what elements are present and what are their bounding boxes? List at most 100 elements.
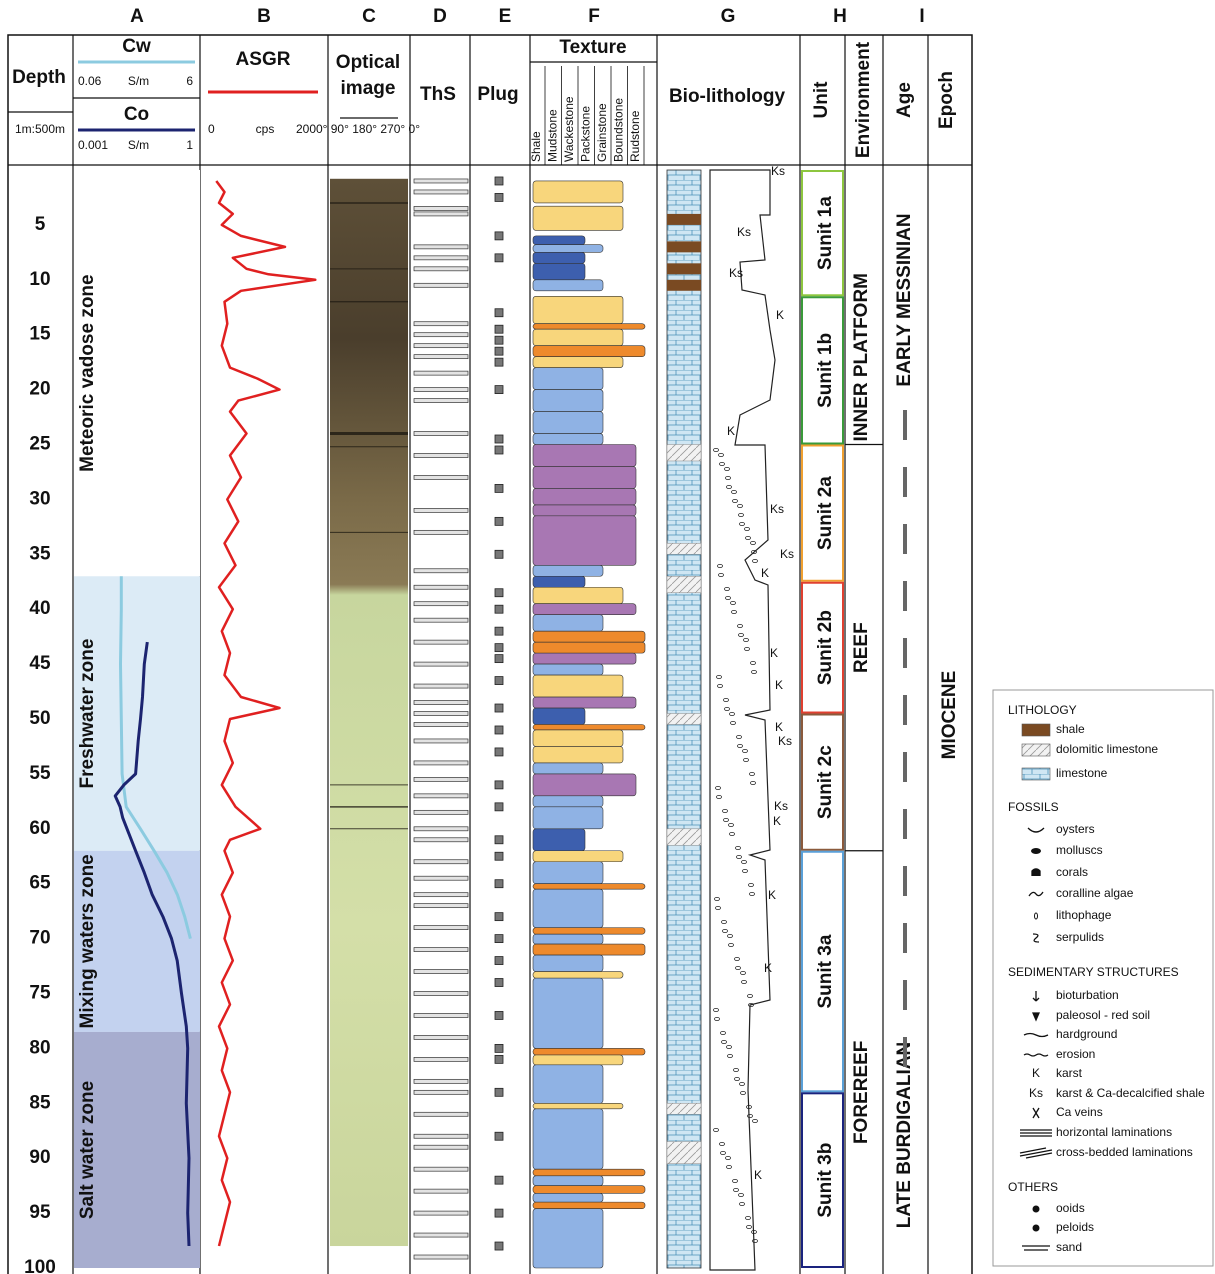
fossil-symbol xyxy=(732,498,738,503)
ths-sample xyxy=(413,529,469,535)
legend-symbol xyxy=(1032,1107,1040,1119)
label: H xyxy=(833,6,847,27)
ths-sample xyxy=(413,875,469,881)
ths-sample xyxy=(413,809,469,815)
ths-sample xyxy=(413,387,469,392)
plug-sample xyxy=(494,1131,504,1141)
fossil-symbol xyxy=(714,1017,720,1022)
zone xyxy=(74,1031,200,1268)
fossil-symbol xyxy=(731,489,737,494)
texture-bed xyxy=(532,933,604,945)
texture-bed xyxy=(532,729,624,747)
label: 6 xyxy=(186,74,193,88)
fossil-symbol xyxy=(751,550,757,555)
symbol-shape xyxy=(1031,848,1041,854)
fossil-symbol xyxy=(743,638,749,643)
fossil-symbol xyxy=(735,846,741,851)
label: 45 xyxy=(29,653,51,674)
curve-cw xyxy=(119,576,192,939)
symbol-shape xyxy=(1023,1053,1049,1057)
fossil-symbol xyxy=(724,707,730,712)
label: 10 xyxy=(29,269,50,290)
label: Mudstone xyxy=(546,109,560,162)
texture-bed xyxy=(532,180,624,204)
plug-sample xyxy=(494,335,504,345)
dolomite-bed xyxy=(666,1103,702,1115)
label: 55 xyxy=(29,763,51,784)
plug-sample xyxy=(494,308,504,318)
plug-sample xyxy=(494,231,504,241)
label: 200 xyxy=(296,122,316,136)
ths-sample xyxy=(413,826,469,832)
plug-sample xyxy=(494,1175,504,1185)
label: K xyxy=(754,1168,762,1182)
ths-sample xyxy=(413,793,469,799)
label: Unit xyxy=(811,81,832,119)
label: FOREREEF xyxy=(851,1041,872,1144)
ths-sample xyxy=(413,1254,469,1260)
label: Sunit 2c xyxy=(815,745,836,819)
fossil-symbol xyxy=(742,749,748,754)
fossil-symbol xyxy=(729,832,735,837)
fossil-symbol xyxy=(730,601,736,606)
legend-symbol xyxy=(1020,1129,1052,1137)
fossil-symbol xyxy=(737,744,743,749)
plug-sample xyxy=(494,1044,504,1053)
label: image xyxy=(341,78,396,99)
label: 80 xyxy=(29,1037,50,1058)
texture-bed xyxy=(532,235,586,245)
label: 1 xyxy=(186,138,193,152)
label: 0.001 xyxy=(78,138,108,152)
fossil-symbol xyxy=(715,786,721,791)
label: MIOCENE xyxy=(939,671,960,760)
legend-symbol: Ks xyxy=(1029,1086,1043,1100)
fossil-symbol xyxy=(739,1202,745,1207)
texture-bed xyxy=(532,614,604,632)
plug-sample xyxy=(494,978,504,987)
ths-sample xyxy=(413,321,469,327)
fossil-symbol xyxy=(725,475,731,480)
fossil-symbol xyxy=(717,564,723,569)
legend-item: horizontal laminations xyxy=(1056,1125,1172,1139)
ths-sample xyxy=(413,1210,469,1216)
fossil-symbol xyxy=(736,855,742,860)
ths-sample xyxy=(413,859,469,865)
fossil-symbol xyxy=(717,684,723,689)
ths-sample xyxy=(413,1232,469,1238)
legend-item: hardground xyxy=(1056,1027,1117,1041)
ths-sample xyxy=(413,969,469,974)
label: 20 xyxy=(29,379,50,400)
plug-sample xyxy=(494,956,504,965)
ths-sample xyxy=(413,266,469,272)
fossil-symbol xyxy=(739,522,745,527)
label: K xyxy=(727,424,735,438)
legend-symbol xyxy=(1019,1147,1053,1159)
unit-box xyxy=(801,713,844,851)
label: Wackestone xyxy=(562,96,576,162)
symbol-shape xyxy=(1032,933,1040,943)
texture-bed xyxy=(532,806,604,830)
label: 75 xyxy=(29,983,51,1004)
fossil-symbol xyxy=(723,818,729,823)
legend-item: erosion xyxy=(1056,1047,1095,1061)
label: Texture xyxy=(559,37,626,58)
fossil-symbol xyxy=(730,721,736,726)
profile xyxy=(709,169,776,1271)
fossil-symbol xyxy=(747,994,753,999)
label: 30 xyxy=(29,488,50,509)
ths-sample xyxy=(413,282,469,288)
plug-sample xyxy=(494,1011,504,1020)
fossil-symbol xyxy=(720,1151,726,1156)
fossil-symbol xyxy=(749,892,755,897)
symbol-shape xyxy=(1019,1147,1053,1159)
texture-bed xyxy=(532,828,586,852)
texture-bed xyxy=(532,411,604,434)
plug-sample xyxy=(494,176,504,186)
label: 100 xyxy=(24,1257,56,1274)
legend-box xyxy=(992,689,1214,1267)
ths-sample xyxy=(413,760,469,766)
texture-bed xyxy=(532,1193,604,1203)
label: K xyxy=(770,646,778,660)
texture-bed xyxy=(532,696,637,709)
